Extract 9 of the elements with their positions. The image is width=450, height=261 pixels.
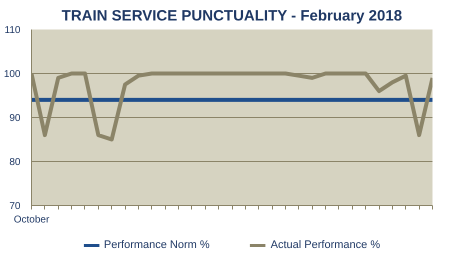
legend-label: Actual Performance %	[270, 238, 380, 250]
chart-title: TRAIN SERVICE PUNCTUALITY - February 2018	[62, 8, 402, 24]
y-tick-label: 100	[4, 69, 21, 80]
legend-label: Performance Norm %	[104, 238, 210, 250]
y-tick-label: 90	[9, 113, 21, 124]
x-tick-label: October	[14, 214, 50, 226]
y-tick-label: 70	[9, 201, 21, 212]
y-tick-label: 110	[4, 25, 21, 36]
y-tick-label: 80	[9, 157, 21, 168]
